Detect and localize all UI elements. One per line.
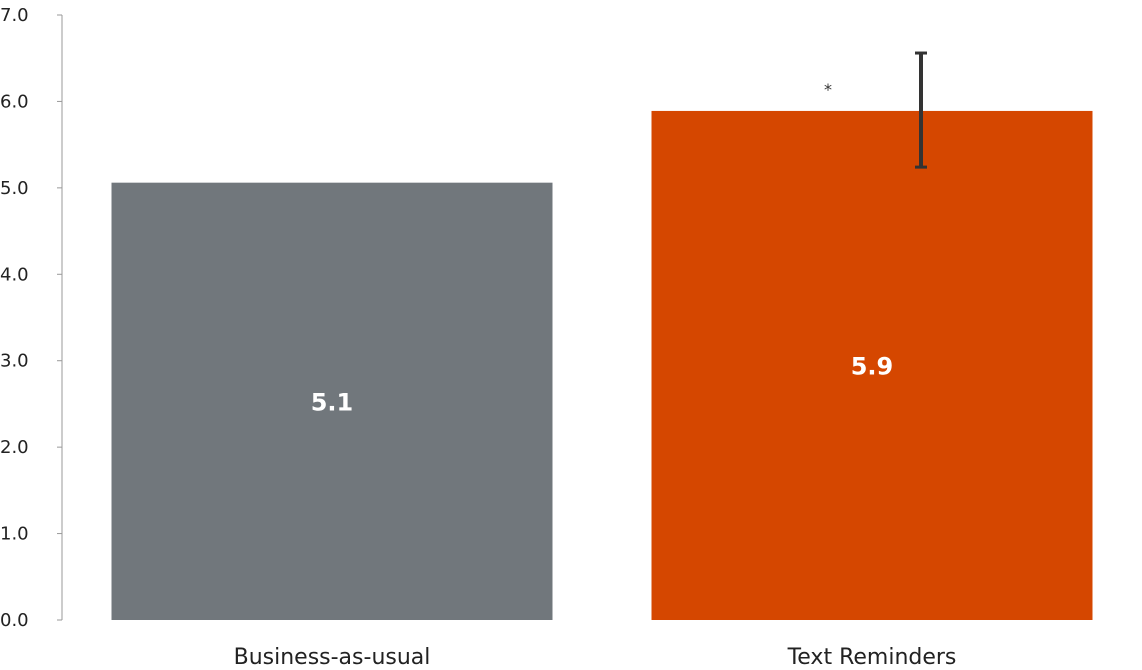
y-tick-label: 0.0 bbox=[0, 610, 29, 631]
bar-value-label: 5.1 bbox=[311, 388, 354, 416]
category-label: Text Reminders bbox=[787, 645, 957, 670]
bar bbox=[651, 110, 1093, 620]
y-tick-label: 3.0 bbox=[0, 351, 29, 372]
y-axis: 0.0 1.0 2.0 3.0 4.0 5.0 6.0 7.0 bbox=[0, 5, 62, 631]
y-tick-label: 7.0 bbox=[0, 5, 29, 26]
category-label: Business-as-usual bbox=[234, 645, 431, 670]
bar-value-label: 5.9 bbox=[851, 352, 894, 380]
category-axis: Business-as-usual Text Reminders bbox=[234, 645, 957, 670]
y-tick-label: 1.0 bbox=[0, 524, 29, 545]
y-tick-label: 2.0 bbox=[0, 437, 29, 458]
bars: 5.1 5.9 * bbox=[111, 51, 1093, 620]
bar bbox=[111, 182, 553, 620]
y-tick-label: 5.0 bbox=[0, 178, 29, 199]
y-tick-label: 6.0 bbox=[0, 91, 29, 112]
y-tick-label: 4.0 bbox=[0, 264, 29, 285]
significance-marker: * bbox=[824, 80, 832, 99]
